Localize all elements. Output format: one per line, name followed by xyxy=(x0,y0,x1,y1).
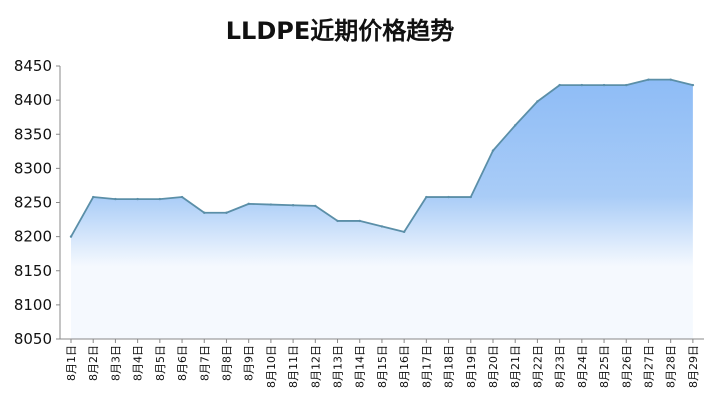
data-point xyxy=(469,195,472,199)
x-tick-label: 8月17日 xyxy=(420,345,433,388)
data-point xyxy=(269,203,273,206)
x-tick-label: 8月15日 xyxy=(376,345,389,388)
x-tick-label: 8月10日 xyxy=(265,345,278,388)
data-point xyxy=(647,78,650,81)
x-tick-label: 8月1日 xyxy=(65,345,78,381)
y-tick-label: 8300 xyxy=(14,159,52,177)
data-point xyxy=(602,83,606,87)
area-layer xyxy=(71,79,693,340)
x-tick-label: 8月25日 xyxy=(598,345,611,388)
data-point xyxy=(558,83,561,87)
x-tick-label: 8月9日 xyxy=(243,345,256,381)
data-point xyxy=(514,124,517,127)
data-point xyxy=(225,211,228,214)
y-tick-label: 8200 xyxy=(14,228,52,246)
x-tick-label: 8月5日 xyxy=(154,345,167,381)
x-tick-label: 8月13日 xyxy=(332,345,345,388)
x-tick-label: 8月7日 xyxy=(198,345,211,381)
y-tick-label: 8450 xyxy=(14,57,52,75)
data-point xyxy=(158,197,162,201)
data-point xyxy=(625,83,628,87)
y-tick-label: 8100 xyxy=(14,296,52,314)
x-tick-label: 8月29日 xyxy=(687,345,700,388)
x-axis-ticks: 8月1日 8月2日 8月3日 8月4日 8月5日 8月6日 8月7日 8月8日 8月9日 8月10… xyxy=(65,339,700,388)
y-axis-ticks: 8050 8100 8150 8200 8250 8300 8350 8400 8450 xyxy=(14,57,60,348)
data-point xyxy=(447,195,450,199)
y-tick-label: 8150 xyxy=(14,262,52,280)
data-point xyxy=(336,219,339,223)
x-tick-label: 8月16日 xyxy=(398,345,411,388)
data-point xyxy=(380,225,384,228)
data-point xyxy=(247,202,250,206)
x-tick-label: 8月19日 xyxy=(465,345,478,388)
line-layer xyxy=(69,78,695,238)
x-tick-label: 8月14日 xyxy=(354,345,367,388)
y-tick-label: 8400 xyxy=(14,91,52,109)
x-tick-label: 8月26日 xyxy=(620,345,633,388)
data-point xyxy=(203,211,206,214)
x-tick-label: 8月3日 xyxy=(109,345,122,381)
data-point xyxy=(291,204,295,207)
data-point xyxy=(314,204,317,208)
x-tick-label: 8月24日 xyxy=(576,345,589,388)
x-tick-label: 8月4日 xyxy=(132,345,145,381)
data-point xyxy=(114,197,117,201)
x-tick-label: 8月2日 xyxy=(87,345,100,381)
x-tick-label: 8月20日 xyxy=(487,345,500,388)
x-tick-label: 8月28日 xyxy=(665,345,678,388)
data-point xyxy=(491,149,495,152)
area-fill xyxy=(71,79,693,340)
x-tick-label: 8月12日 xyxy=(309,345,322,388)
x-tick-label: 8月18日 xyxy=(443,345,456,388)
data-point xyxy=(92,195,95,199)
data-point xyxy=(691,83,695,87)
x-tick-label: 8月27日 xyxy=(642,345,655,388)
data-point xyxy=(580,83,584,87)
x-tick-label: 8月21日 xyxy=(509,345,522,388)
x-tick-label: 8月6日 xyxy=(176,345,189,381)
y-tick-label: 8350 xyxy=(14,125,52,143)
x-tick-label: 8月22日 xyxy=(531,345,544,388)
x-tick-label: 8月8日 xyxy=(220,345,233,381)
data-point xyxy=(180,195,184,199)
y-tick-label: 8050 xyxy=(14,330,52,348)
y-tick-label: 8250 xyxy=(14,194,52,212)
data-point xyxy=(69,235,73,238)
data-point xyxy=(136,197,139,201)
x-tick-label: 8月11日 xyxy=(287,345,300,388)
data-point xyxy=(669,78,672,81)
x-tick-label: 8月23日 xyxy=(554,345,567,388)
data-point xyxy=(358,219,361,223)
data-point xyxy=(425,195,428,199)
chart-title: LLDPE近期价格趋势 xyxy=(226,17,455,45)
data-point xyxy=(536,100,539,103)
data-point xyxy=(402,230,406,234)
